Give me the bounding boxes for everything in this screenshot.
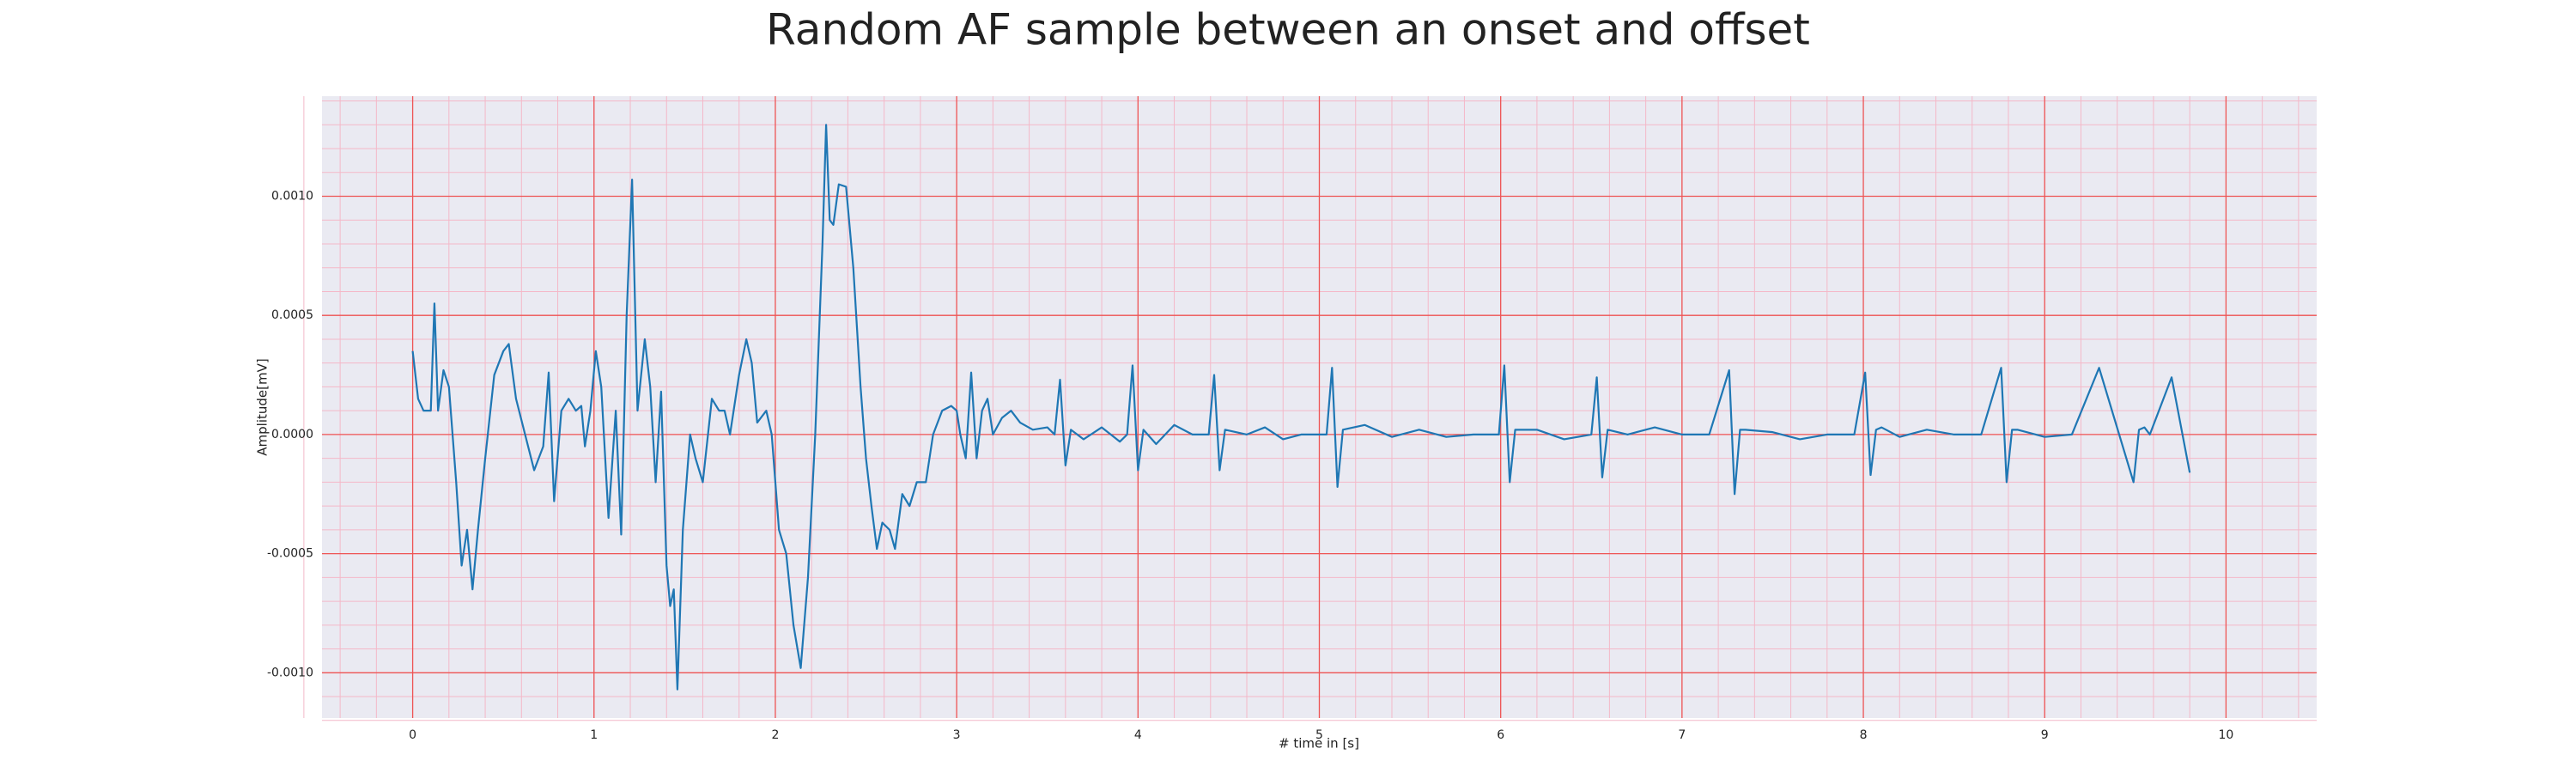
x-tick-label: 9 xyxy=(2041,728,2049,742)
y-tick-label: 0.0005 xyxy=(271,308,313,322)
signal-line xyxy=(411,124,2191,691)
x-tick-label: 1 xyxy=(590,728,598,742)
y-tick-label: 0.0000 xyxy=(271,428,313,441)
x-tick-label: 2 xyxy=(771,728,779,742)
y-axis-label: Amplitude[mV] xyxy=(255,358,270,455)
x-tick-label: 0 xyxy=(409,728,416,742)
chart-title: Random AF sample between an onset and of… xyxy=(766,5,1810,55)
x-axis-label: # time in [s] xyxy=(1279,736,1359,752)
x-tick-label: 6 xyxy=(1497,728,1504,742)
x-tick-label: 4 xyxy=(1134,728,1142,742)
y-tick-label: 0.0010 xyxy=(271,190,313,204)
x-tick-label: 5 xyxy=(1315,728,1323,742)
x-tick-label: 10 xyxy=(2218,728,2233,742)
x-tick-label: 7 xyxy=(1678,728,1686,742)
x-tick-label: 3 xyxy=(953,728,961,742)
x-tick-label: 8 xyxy=(1860,728,1868,742)
y-tick-label: -0.0010 xyxy=(267,666,313,679)
y-tick-label: -0.0005 xyxy=(267,547,313,561)
